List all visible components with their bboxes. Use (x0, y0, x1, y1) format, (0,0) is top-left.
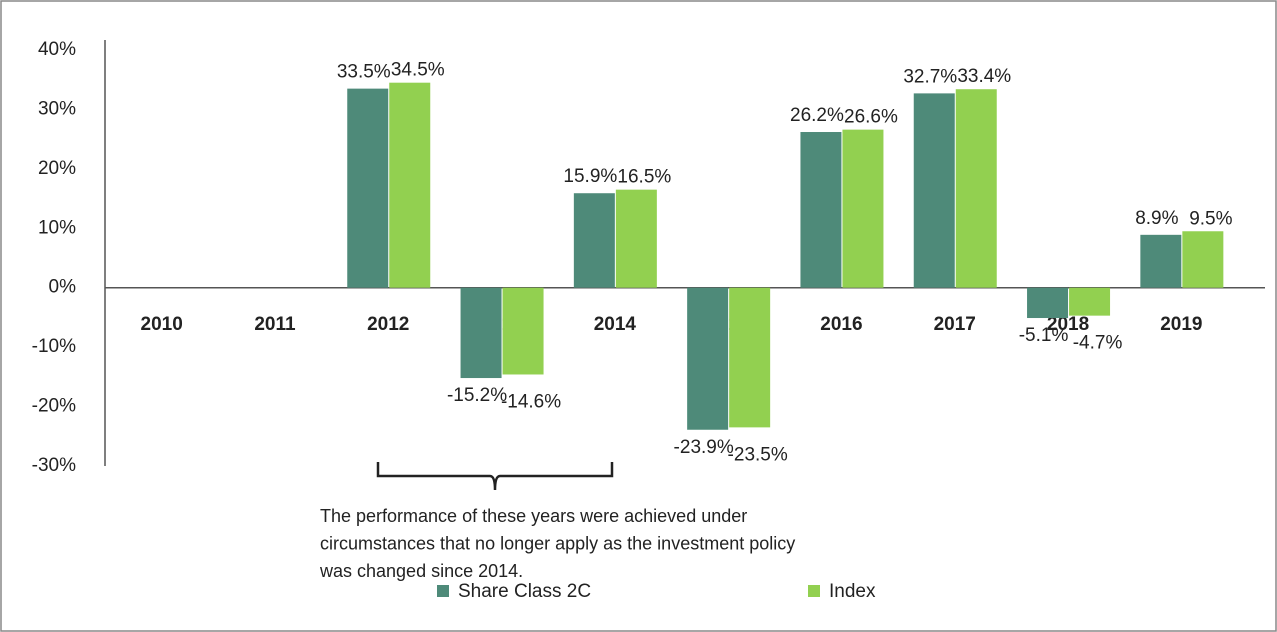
x-tick-label: 2012 (367, 314, 409, 335)
value-label: 26.2% (790, 105, 844, 126)
value-label: -4.7% (1073, 333, 1123, 354)
x-tick-label: 2018 (1047, 314, 1089, 335)
value-label: -23.9% (674, 437, 734, 458)
bar (347, 88, 389, 288)
bar (389, 82, 431, 288)
bar (955, 89, 997, 288)
bar (1069, 287, 1111, 316)
x-tick-label: 2011 (254, 314, 296, 335)
value-label: 33.4% (957, 66, 1011, 87)
bar (842, 129, 884, 288)
bar (800, 132, 842, 288)
y-tick-label: -30% (32, 455, 76, 476)
x-tick-label: 2014 (594, 314, 637, 335)
value-label: 16.5% (617, 167, 671, 188)
annotation: The performance of these years were achi… (320, 506, 747, 526)
bar (502, 287, 544, 375)
value-label: -15.2% (447, 385, 507, 406)
annotation: circumstances that no longer apply as th… (320, 533, 795, 553)
x-tick-label: 2019 (1160, 314, 1202, 335)
value-label: -14.6% (501, 391, 561, 412)
legend-swatch (808, 585, 820, 597)
y-tick-label: 30% (38, 98, 76, 119)
bar (460, 287, 502, 379)
legend-label: Index (829, 581, 876, 602)
bar (913, 93, 955, 288)
value-label: -5.1% (1019, 325, 1069, 346)
y-tick-label: 0% (49, 277, 77, 298)
bracket (376, 462, 614, 491)
bar (573, 193, 615, 288)
value-label: 33.5% (337, 62, 391, 83)
value-label: 32.7% (903, 66, 957, 87)
x-tick-label: 2016 (820, 314, 862, 335)
annotation: was changed since 2014. (319, 561, 523, 581)
value-label: -23.5% (728, 444, 788, 465)
bar (687, 287, 729, 430)
value-label: 9.5% (1189, 208, 1232, 229)
y-tick-label: -10% (32, 336, 76, 357)
x-tick-label: 2017 (934, 314, 976, 335)
value-label: 26.6% (844, 107, 898, 128)
y-tick-label: -20% (32, 396, 76, 417)
value-label: 8.9% (1135, 208, 1178, 229)
y-tick-label: 20% (38, 158, 76, 179)
y-tick-label: 10% (38, 217, 76, 238)
legend-swatch (437, 585, 449, 597)
bar (729, 287, 771, 428)
bar (1027, 287, 1069, 319)
bar (615, 189, 657, 288)
value-label: 34.5% (391, 60, 445, 81)
legend-label: Share Class 2C (458, 581, 591, 602)
x-tick-label: 2010 (141, 314, 183, 335)
bar (1182, 231, 1224, 288)
y-tick-label: 40% (38, 39, 76, 60)
value-label: 15.9% (563, 166, 617, 187)
bar (1140, 234, 1182, 288)
